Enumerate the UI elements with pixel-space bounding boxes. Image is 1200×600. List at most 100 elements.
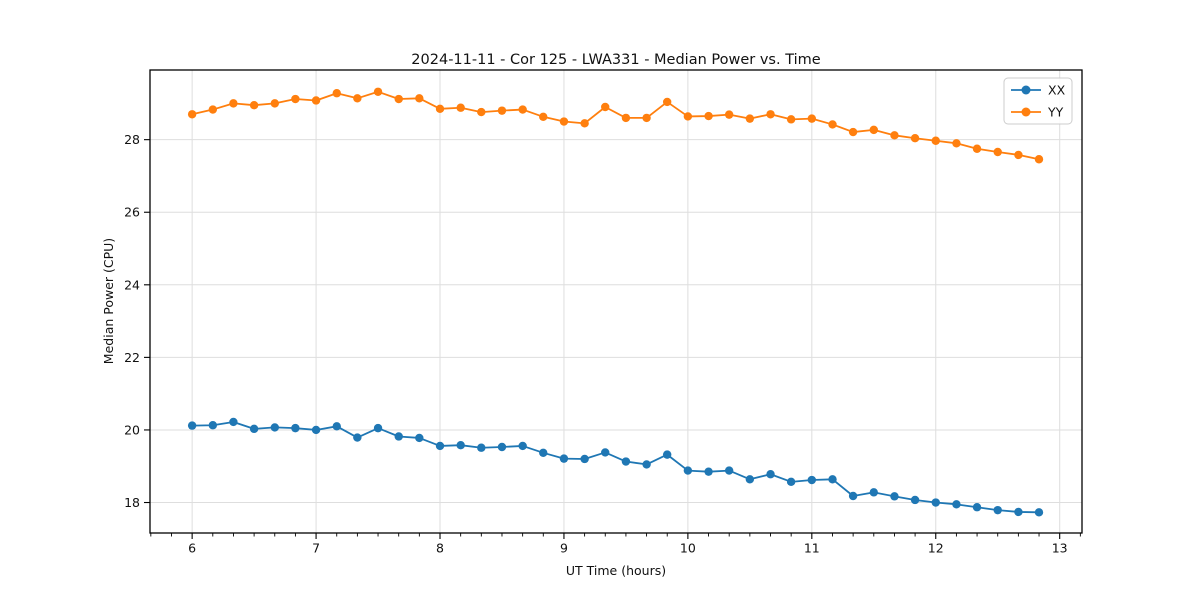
data-point-xx bbox=[828, 475, 837, 484]
data-point-xx bbox=[435, 441, 445, 451]
data-point-yy bbox=[311, 96, 321, 105]
data-point-xx bbox=[1014, 507, 1023, 517]
data-point-yy bbox=[972, 144, 982, 153]
axes-spines bbox=[149, 69, 1083, 534]
data-point-xx bbox=[786, 477, 796, 487]
y-tick-label: 26 bbox=[124, 205, 140, 220]
data-point-yy bbox=[477, 107, 486, 117]
data-point-yy bbox=[249, 100, 259, 110]
data-point-yy bbox=[931, 136, 940, 145]
data-point-yy bbox=[518, 105, 527, 114]
data-point-xx bbox=[621, 457, 631, 466]
data-point-yy bbox=[539, 112, 548, 122]
x-tick-label: 13 bbox=[1052, 541, 1068, 556]
data-point-yy bbox=[208, 105, 218, 114]
data-point-yy bbox=[952, 139, 961, 148]
data-point-yy bbox=[642, 113, 651, 123]
data-point-xx bbox=[373, 423, 383, 433]
data-point-yy bbox=[353, 94, 362, 103]
data-point-xx bbox=[724, 466, 734, 475]
data-point-xx bbox=[601, 448, 610, 457]
data-point-xx bbox=[539, 448, 548, 458]
data-point-xx bbox=[291, 423, 300, 433]
x-tick-label: 11 bbox=[804, 541, 820, 556]
data-point-yy bbox=[828, 120, 837, 129]
data-point-xx bbox=[704, 467, 713, 476]
legend-label-xx: XX bbox=[1048, 83, 1066, 98]
data-point-yy bbox=[415, 94, 424, 103]
data-point-yy bbox=[497, 106, 507, 115]
data-point-xx bbox=[662, 450, 672, 459]
data-point-xx bbox=[270, 423, 280, 432]
data-point-yy bbox=[745, 114, 755, 123]
data-point-yy bbox=[394, 94, 403, 104]
data-point-yy bbox=[559, 117, 569, 126]
data-point-xx bbox=[518, 441, 527, 451]
data-point-yy bbox=[229, 99, 238, 108]
data-point-xx bbox=[477, 443, 486, 452]
data-point-yy bbox=[601, 102, 610, 112]
y-tick-label: 24 bbox=[124, 277, 140, 292]
data-point-yy bbox=[704, 111, 713, 121]
legend-entry-yy: YY bbox=[1011, 105, 1064, 120]
data-point-xx bbox=[580, 454, 589, 464]
data-point-yy bbox=[993, 147, 1002, 157]
data-point-yy bbox=[869, 125, 878, 135]
x-tick-label: 12 bbox=[928, 541, 944, 556]
data-point-yy bbox=[1014, 150, 1023, 160]
data-point-xx bbox=[766, 470, 775, 479]
x-tick-label: 6 bbox=[188, 541, 196, 556]
data-point-yy bbox=[435, 104, 445, 114]
data-point-yy bbox=[621, 113, 631, 123]
y-tick-label: 20 bbox=[124, 422, 140, 437]
y-tick-label: 18 bbox=[124, 495, 140, 510]
data-point-yy bbox=[332, 89, 341, 98]
data-point-xx bbox=[642, 460, 651, 469]
data-point-yy bbox=[910, 134, 920, 143]
data-point-yy bbox=[291, 94, 300, 104]
data-point-xx bbox=[869, 488, 878, 497]
data-point-xx bbox=[353, 433, 362, 442]
data-point-yy bbox=[662, 97, 672, 107]
data-point-yy bbox=[807, 114, 817, 123]
data-point-xx bbox=[848, 491, 858, 501]
data-point-xx bbox=[187, 421, 197, 430]
data-point-xx bbox=[394, 432, 403, 441]
data-point-yy bbox=[187, 110, 197, 119]
data-point-xx bbox=[311, 425, 321, 435]
y-axis-label: Median Power (CPU) bbox=[101, 238, 116, 364]
data-point-xx bbox=[890, 492, 899, 501]
data-point-xx bbox=[931, 498, 940, 507]
x-tick-label: 9 bbox=[560, 541, 568, 556]
data-point-yy bbox=[373, 87, 383, 96]
data-point-xx bbox=[993, 505, 1002, 515]
data-point-yy bbox=[270, 99, 280, 108]
data-point-xx bbox=[745, 475, 755, 484]
data-point-yy bbox=[786, 115, 796, 124]
data-point-yy bbox=[766, 110, 775, 119]
x-axis-label: UT Time (hours) bbox=[566, 563, 666, 578]
x-tick-label: 10 bbox=[680, 541, 696, 556]
data-point-xx bbox=[1034, 508, 1044, 517]
legend-marker-xx bbox=[1021, 85, 1031, 95]
legend-label-yy: YY bbox=[1047, 105, 1064, 120]
legend-marker-yy bbox=[1021, 107, 1031, 117]
data-point-xx bbox=[910, 495, 920, 505]
x-tick-label: 7 bbox=[312, 541, 320, 556]
data-point-xx bbox=[972, 503, 982, 512]
data-point-xx bbox=[952, 500, 961, 509]
chart-title: 2024-11-11 - Cor 125 - LWA331 - Median P… bbox=[411, 52, 820, 68]
data-point-xx bbox=[497, 442, 507, 452]
data-point-yy bbox=[848, 127, 858, 137]
data-point-xx bbox=[208, 421, 218, 430]
y-tick-label: 28 bbox=[124, 132, 140, 147]
y-tick-label: 22 bbox=[124, 350, 140, 365]
data-point-yy bbox=[724, 110, 734, 119]
data-point-xx bbox=[807, 475, 817, 485]
data-point-xx bbox=[332, 422, 341, 431]
data-point-xx bbox=[249, 424, 259, 434]
plot-area: 6 7 8 9 10 11 12 13 18 20 22 24 26 28 bbox=[124, 69, 1083, 556]
data-point-xx bbox=[683, 466, 693, 475]
